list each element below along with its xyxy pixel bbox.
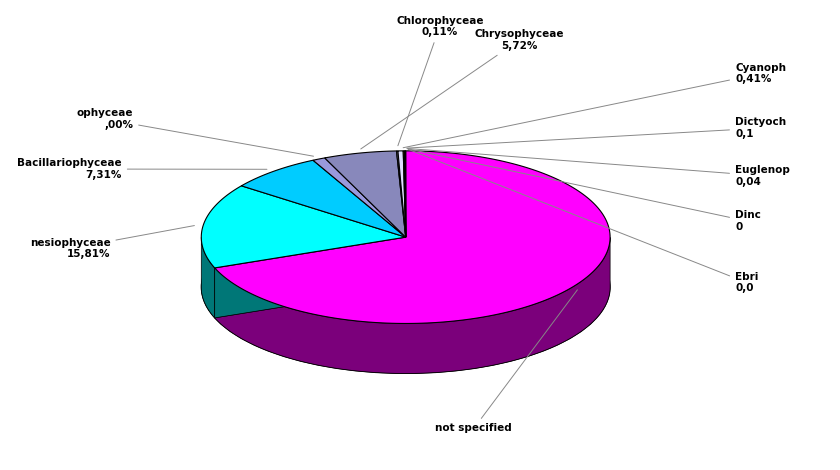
- Text: Euglenop
0,04: Euglenop 0,04: [407, 149, 790, 187]
- Polygon shape: [313, 158, 406, 237]
- Polygon shape: [396, 151, 406, 237]
- Text: Dictyoch
0,1: Dictyoch 0,1: [407, 118, 786, 148]
- Text: Ebri
0,0: Ebri 0,0: [408, 149, 759, 293]
- Polygon shape: [215, 237, 610, 374]
- Polygon shape: [403, 151, 406, 237]
- Polygon shape: [241, 160, 406, 237]
- Ellipse shape: [202, 201, 610, 374]
- Text: not specified: not specified: [435, 290, 577, 433]
- Polygon shape: [405, 151, 406, 237]
- Polygon shape: [202, 186, 406, 268]
- Text: Chlorophyceae
0,11%: Chlorophyceae 0,11%: [396, 16, 484, 146]
- Text: Bacillariophyceae
7,31%: Bacillariophyceae 7,31%: [17, 158, 267, 180]
- Polygon shape: [398, 151, 406, 237]
- Polygon shape: [215, 237, 406, 318]
- Text: Cyanoph
0,41%: Cyanoph 0,41%: [403, 63, 786, 148]
- Text: ophyceae
,00%: ophyceae ,00%: [76, 108, 313, 156]
- Text: Chrysophyceae
5,72%: Chrysophyceae 5,72%: [360, 29, 564, 149]
- Text: Dinc
0: Dinc 0: [408, 149, 761, 232]
- Polygon shape: [215, 151, 610, 323]
- Text: nesiophyceae
15,81%: nesiophyceae 15,81%: [29, 226, 194, 259]
- Polygon shape: [215, 237, 406, 318]
- Polygon shape: [202, 237, 215, 318]
- Polygon shape: [325, 151, 406, 237]
